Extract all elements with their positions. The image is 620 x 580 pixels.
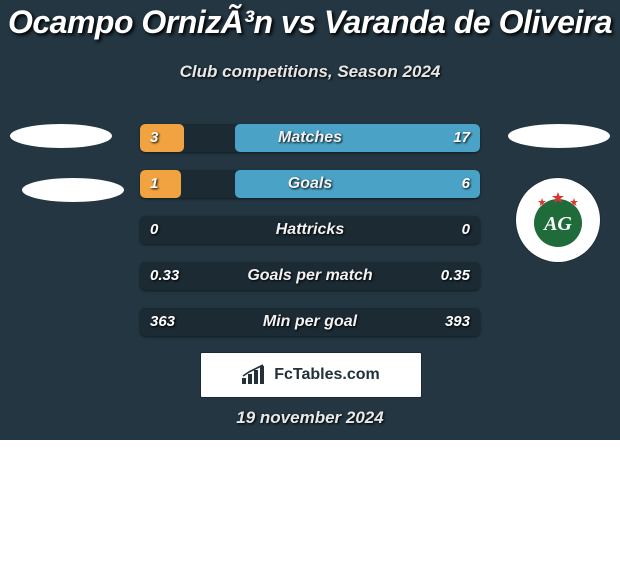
bar-label: Goals per match — [140, 262, 480, 290]
bar-right-value: 0.35 — [441, 262, 470, 290]
bar-right-fill — [235, 170, 480, 198]
date-line: 19 november 2024 — [0, 408, 620, 428]
club-crest-icon: AG — [528, 190, 588, 250]
brand-box[interactable]: FcTables.com — [200, 352, 422, 398]
bar-left-fill — [140, 170, 181, 198]
bar-right-fill — [235, 124, 480, 152]
brand-text: FcTables.com — [274, 366, 380, 384]
bar-row: 0 Hattricks 0 — [140, 216, 480, 244]
bar-left-value: 0.33 — [150, 262, 179, 290]
bar-row: 0.33 Goals per match 0.35 — [140, 262, 480, 290]
right-club-crest: AG — [516, 178, 600, 262]
bar-row: 363 Min per goal 393 — [140, 308, 480, 336]
bar-right-value: 393 — [445, 308, 470, 336]
bar-chart-icon — [242, 364, 268, 386]
bar-label: Hattricks — [140, 216, 480, 244]
svg-text:AG: AG — [542, 213, 572, 235]
bar-left-fill — [140, 124, 184, 152]
bar-left-value: 363 — [150, 308, 175, 336]
comparison-bars: 3 Matches 17 1 Goals 6 0 Hattricks 0 — [140, 124, 480, 336]
stage: Ocampo OrnizÃ³n vs Varanda de Oliveira C… — [0, 0, 620, 580]
bar-left-value: 0 — [150, 216, 158, 244]
bar-row: 3 Matches 17 — [140, 124, 480, 152]
bar-right-value: 0 — [462, 216, 470, 244]
bar-row: 1 Goals 6 — [140, 170, 480, 198]
right-player-oval-top — [508, 124, 610, 148]
bar-label: Min per goal — [140, 308, 480, 336]
page-subtitle: Club competitions, Season 2024 — [0, 62, 620, 82]
left-player-oval-top — [10, 124, 112, 148]
dark-panel: Ocampo OrnizÃ³n vs Varanda de Oliveira C… — [0, 0, 620, 440]
page-title: Ocampo OrnizÃ³n vs Varanda de Oliveira — [0, 4, 620, 41]
left-player-oval-bottom — [22, 178, 124, 202]
